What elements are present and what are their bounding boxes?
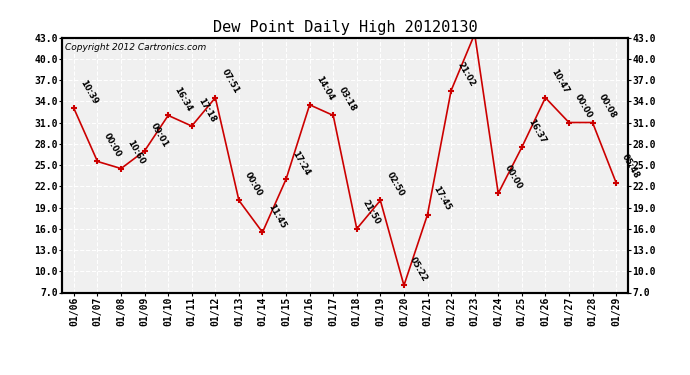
Text: 07:51: 07:51 <box>219 68 241 96</box>
Text: 09:01: 09:01 <box>149 121 170 148</box>
Text: Copyright 2012 Cartronics.com: Copyright 2012 Cartronics.com <box>65 43 206 52</box>
Text: 21:02: 21:02 <box>455 61 476 88</box>
Text: 21:50: 21:50 <box>361 199 382 226</box>
Text: 11:45: 11:45 <box>266 202 288 230</box>
Text: 03:18: 03:18 <box>337 86 358 113</box>
Text: 00:00: 00:00 <box>243 171 264 198</box>
Text: 00:08: 00:08 <box>597 93 618 120</box>
Text: 10:47: 10:47 <box>549 68 571 96</box>
Text: 16:37: 16:37 <box>526 118 547 145</box>
Text: 00:00: 00:00 <box>502 164 524 191</box>
Text: 17:24: 17:24 <box>290 149 311 177</box>
Text: 05:48: 05:48 <box>620 153 642 180</box>
Title: Dew Point Daily High 20120130: Dew Point Daily High 20120130 <box>213 20 477 35</box>
Text: 00:00: 00:00 <box>101 132 123 159</box>
Text: 10:60: 10:60 <box>125 139 146 166</box>
Text: 14:04: 14:04 <box>314 75 335 103</box>
Text: 17:18: 17:18 <box>196 96 217 124</box>
Text: 05:13: 05:13 <box>0 374 1 375</box>
Text: 00:00: 00:00 <box>573 93 594 120</box>
Text: 02:50: 02:50 <box>384 171 406 198</box>
Text: 16:34: 16:34 <box>172 86 193 113</box>
Text: 10:39: 10:39 <box>78 79 99 106</box>
Text: 05:22: 05:22 <box>408 256 429 283</box>
Text: 17:45: 17:45 <box>432 185 453 212</box>
